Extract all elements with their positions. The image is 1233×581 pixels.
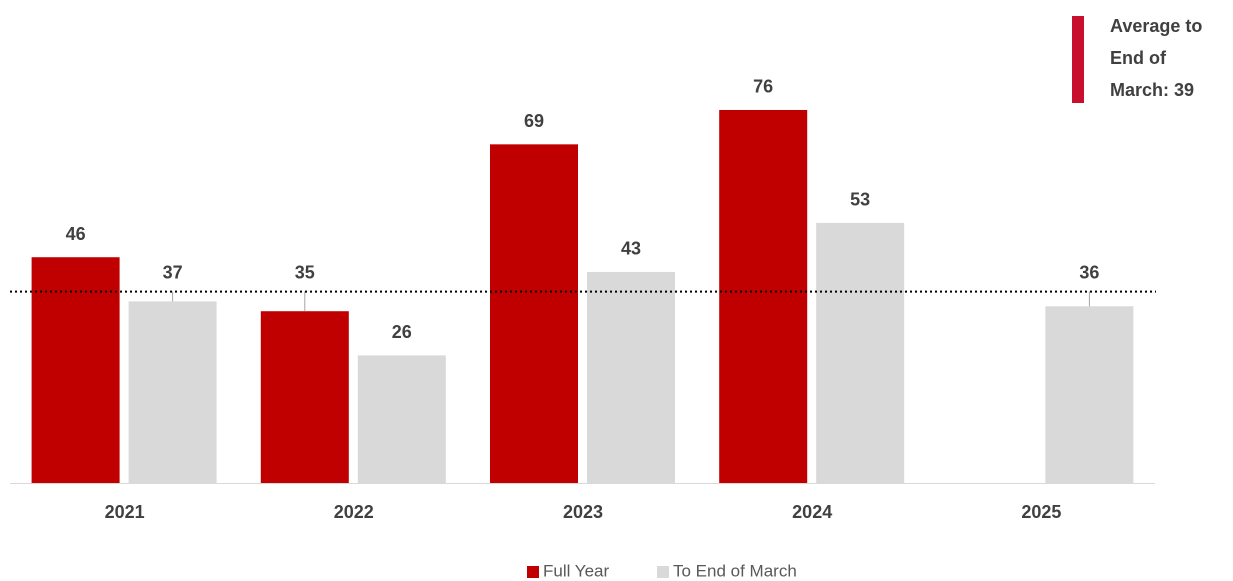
reference-marker	[1072, 16, 1084, 103]
value-label: 43	[621, 239, 641, 259]
bar	[1045, 306, 1134, 483]
value-label: 35	[295, 262, 315, 282]
x-tick-label: 2022	[334, 502, 374, 522]
reference-label: Average to End of March: 39	[1110, 16, 1203, 100]
bar	[490, 144, 578, 483]
bar	[587, 271, 675, 483]
bar	[128, 301, 217, 483]
value-label: 53	[850, 190, 870, 210]
legend-swatch	[527, 566, 539, 578]
value-label: 36	[1079, 262, 1099, 282]
value-label: 46	[66, 224, 86, 244]
value-label: 26	[392, 322, 412, 342]
bar	[357, 355, 446, 483]
bar	[260, 311, 349, 483]
legend-label: To End of March	[673, 561, 797, 580]
x-tick-label: 2021	[105, 502, 145, 522]
bar	[719, 109, 808, 484]
bar	[816, 222, 905, 483]
value-label: 76	[753, 77, 773, 97]
value-label: 69	[524, 111, 544, 131]
value-label: 37	[163, 262, 183, 282]
x-tick-label: 2025	[1021, 502, 1061, 522]
legend-label: Full Year	[543, 561, 609, 580]
bar	[31, 257, 120, 483]
legend-swatch	[657, 566, 669, 578]
x-tick-label: 2024	[792, 502, 832, 522]
x-tick-label: 2023	[563, 502, 603, 522]
